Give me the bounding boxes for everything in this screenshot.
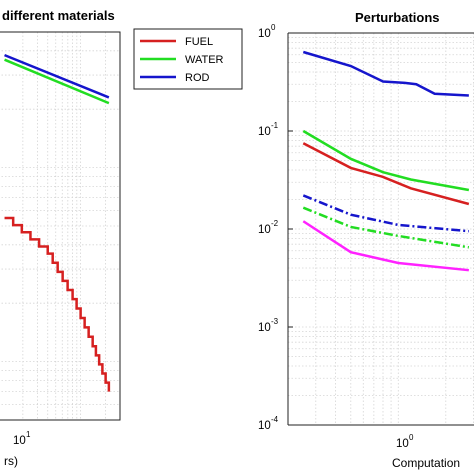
right-x-axis-label: Computation [392,456,460,470]
right-y-tick-base: 10 [258,126,271,138]
right-y-tick-exp: 0 [271,23,276,32]
left-legend: FUEL WATER ROD [133,28,243,90]
right-series-line-5 [302,220,469,272]
right-x-tick-10-0: 10 0 [396,433,414,450]
right-series-line-2 [302,142,470,206]
right-series-group [302,50,470,272]
right-y-tick-base: 10 [258,420,271,432]
left-chart-title: different materials [2,8,115,23]
left-x-axis-label: rs) [4,454,18,468]
left-grid [0,32,120,420]
left-series-line-fuel [4,216,111,392]
legend-label-fuel: FUEL [185,36,213,48]
left-series-line-rod [4,53,110,99]
right-y-tick-exp: -3 [271,317,279,326]
left-x-tick-base: 10 [13,435,26,447]
left-x-tick-exp: 1 [26,430,31,439]
right-y-tick-base: 10 [258,28,271,40]
right-x-tick-base: 10 [396,438,409,450]
right-series-line-1 [302,129,470,192]
legend-label-water: WATER [185,54,224,66]
right-series-line-0 [302,50,469,97]
right-y-tick-exp: -4 [271,415,279,424]
right-grid [288,33,474,426]
left-series-group [4,53,111,392]
right-y-tick-exp: -1 [271,121,279,130]
left-plot-frame [0,31,121,421]
right-y-tick-base: 10 [258,224,271,236]
right-y-tick-base: 10 [258,322,271,334]
right-series-line-4 [302,206,470,249]
right-series-line-3 [302,194,469,233]
right-y-tick-exp: -2 [271,219,279,228]
legend-label-rod: ROD [185,72,210,84]
left-series-line-water [4,58,110,105]
right-chart-title: Perturbations [355,10,440,25]
right-x-tick-exp: 0 [409,433,414,442]
left-x-tick-10-1: 10 1 [13,430,31,447]
left-chart: different materials 10 1 rs) FUEL WATER … [0,8,243,468]
